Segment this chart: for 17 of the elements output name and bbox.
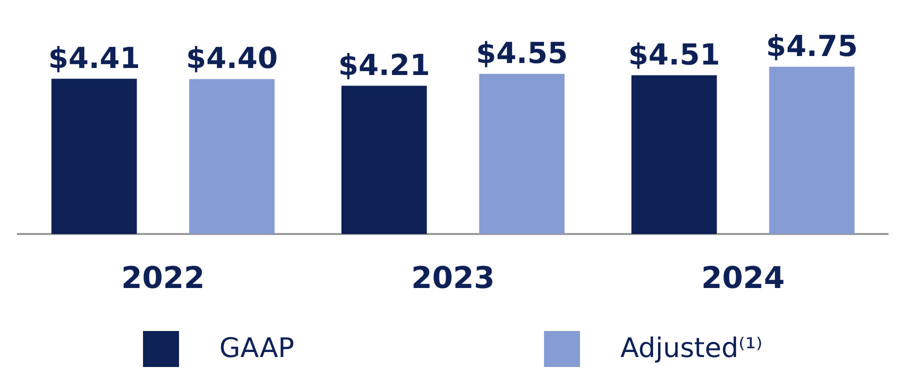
x-tick-label: 2022 (121, 260, 205, 296)
x-tick-label: 2023 (411, 260, 495, 296)
data-label: $4.75 (766, 28, 858, 63)
bar (631, 75, 717, 234)
bar (189, 79, 275, 234)
data-label: $4.41 (48, 40, 140, 75)
legend-label: Adjusted⁽¹⁾ (620, 333, 763, 364)
data-label: $4.21 (338, 48, 430, 82)
bar (51, 78, 137, 234)
data-label: $4.55 (476, 36, 568, 70)
bar (341, 86, 427, 234)
bar (479, 74, 565, 234)
x-tick-label: 2024 (701, 260, 785, 296)
data-label: $4.40 (186, 41, 278, 76)
data-label: $4.51 (628, 37, 720, 72)
legend-label: GAAP (219, 333, 294, 364)
bar (769, 66, 855, 234)
